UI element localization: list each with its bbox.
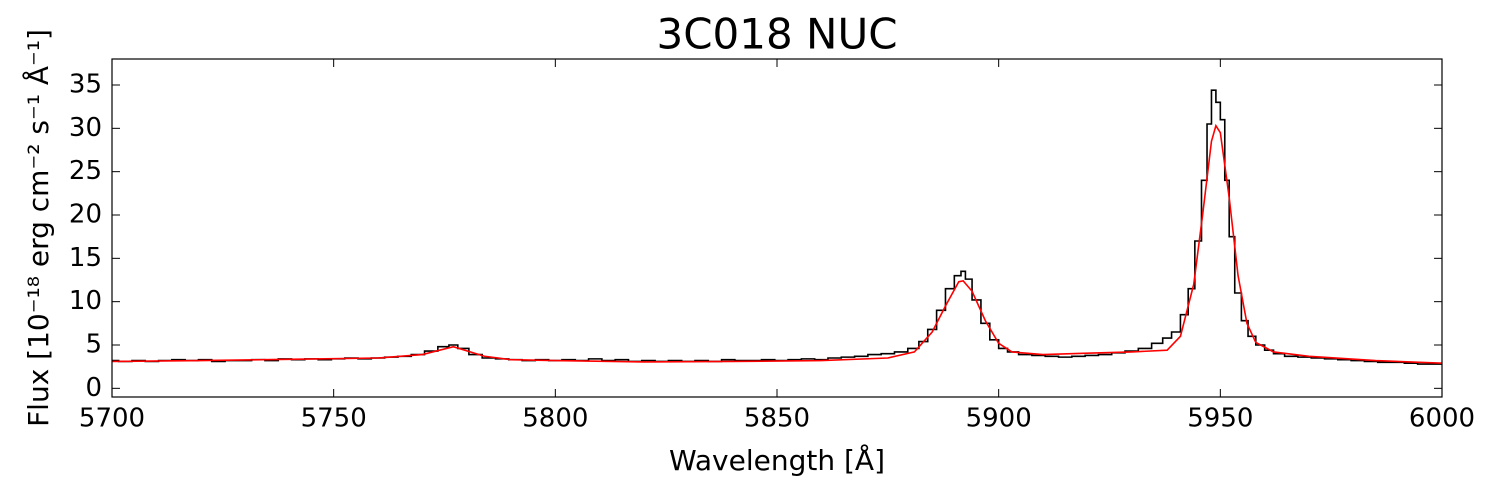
y-tick-label: 25 [69, 156, 102, 186]
x-tick-label: 5800 [522, 404, 588, 434]
y-tick-label: 15 [69, 243, 102, 273]
y-tick-label: 0 [85, 373, 102, 403]
x-tick-label: 5700 [79, 404, 145, 434]
y-tick-label: 35 [69, 70, 102, 100]
series-line [112, 123, 1442, 364]
x-tick-label: 5950 [1187, 404, 1253, 434]
y-tick-label: 5 [85, 330, 102, 360]
x-axis-label: Wavelength [Å] [669, 443, 885, 477]
series-line [112, 89, 1442, 365]
plot-frame [111, 58, 1443, 398]
x-tick-label: 5850 [744, 404, 810, 434]
y-axis-label: Flux [10⁻¹⁸ erg cm⁻² s⁻¹ Å⁻¹] [21, 29, 55, 427]
x-tick-label: 5750 [301, 404, 367, 434]
x-tick-label: 5900 [966, 404, 1032, 434]
x-tick-label: 6000 [1409, 404, 1475, 434]
y-tick-label: 30 [69, 113, 102, 143]
y-tick-label: 20 [69, 200, 102, 230]
y-tick-label: 10 [69, 286, 102, 316]
chart-title: 3C018 NUC [656, 10, 897, 59]
